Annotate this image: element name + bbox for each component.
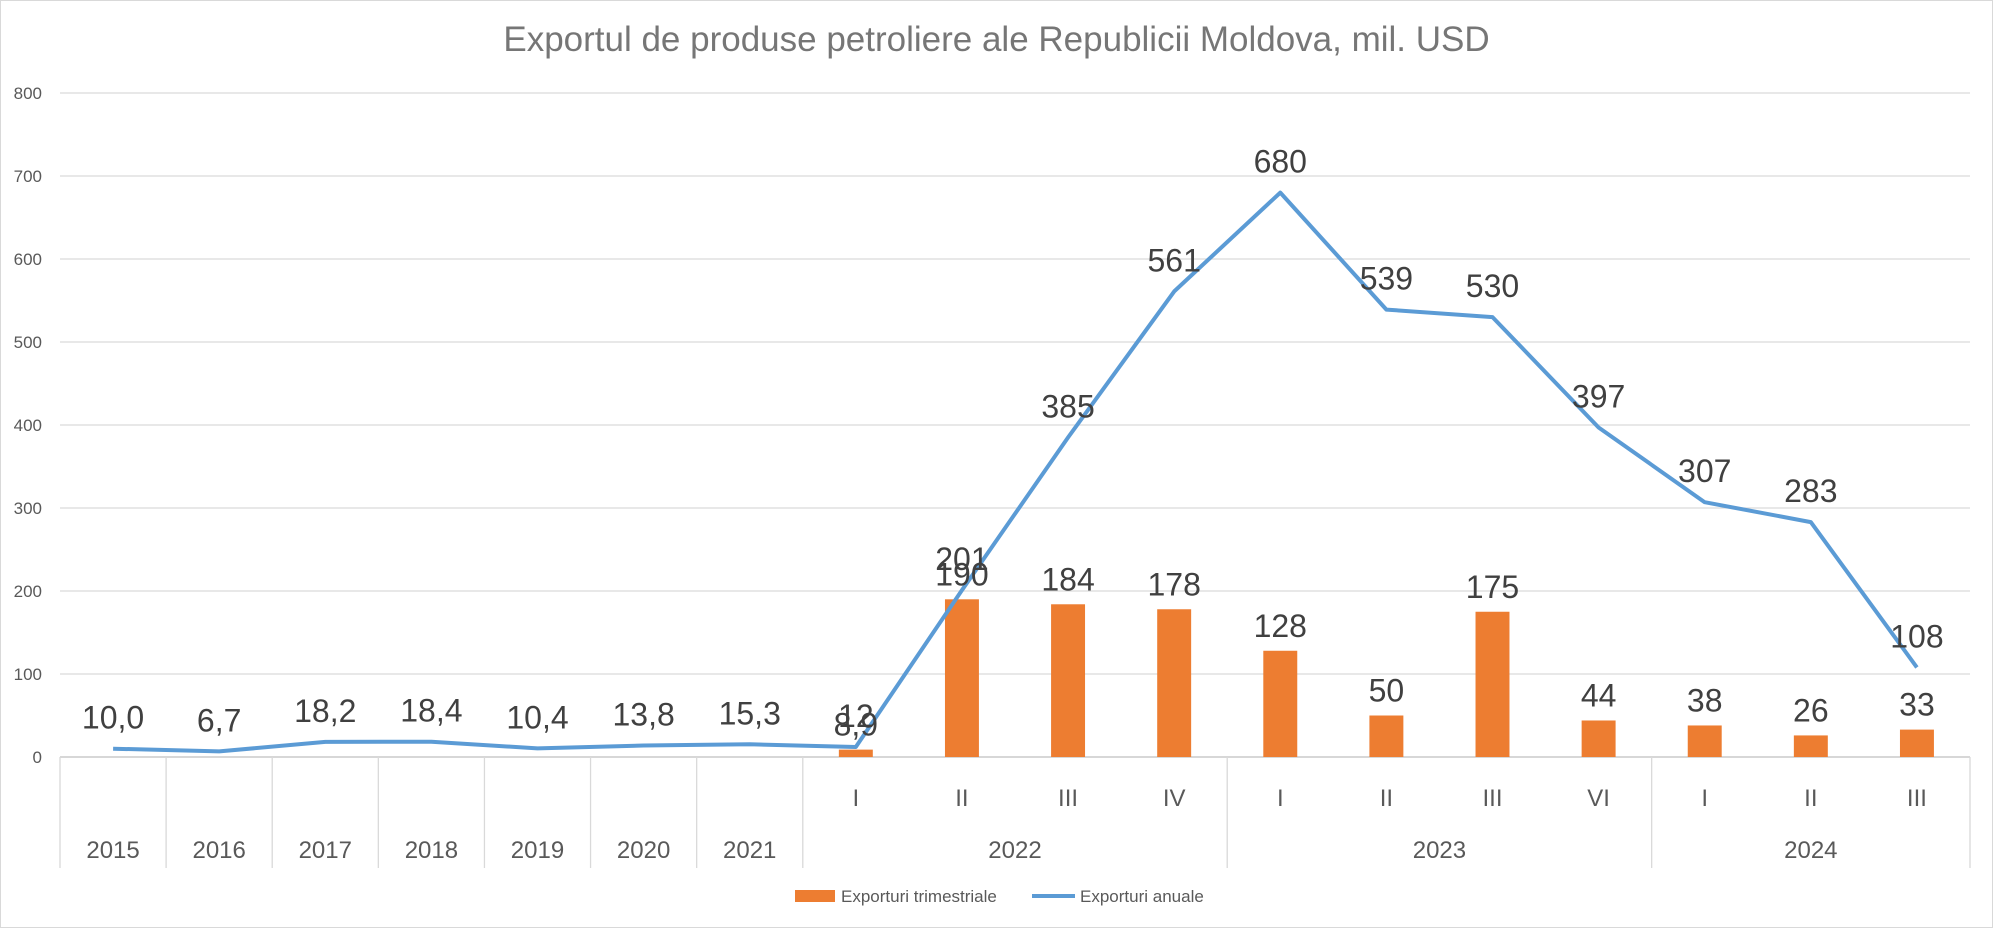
bar <box>838 749 873 757</box>
x-year-label: 2017 <box>299 837 352 864</box>
line-data-label: 108 <box>1890 618 1943 654</box>
y-tick-label: 700 <box>14 167 42 186</box>
line-data-label: 283 <box>1784 473 1837 509</box>
bar <box>1263 650 1298 757</box>
bar-data-label: 38 <box>1687 682 1723 718</box>
line-data-label: 385 <box>1041 388 1094 424</box>
y-axis-ticks: 0 100 200 300 400 500 600 700 800 <box>14 84 42 767</box>
bar-data-label: 33 <box>1899 687 1935 723</box>
x-quarter-label: VI <box>1587 785 1610 812</box>
line-data-label: 12 <box>838 698 874 734</box>
bar <box>1581 720 1616 757</box>
bar-data-label: 178 <box>1147 566 1200 602</box>
bar <box>1793 735 1828 757</box>
line-data-label: 6,7 <box>197 702 241 738</box>
bar-series <box>838 599 1934 757</box>
bar-data-label: 175 <box>1466 569 1519 605</box>
x-quarter-label: I <box>1277 785 1284 812</box>
bar <box>1687 725 1722 757</box>
y-tick-label: 800 <box>14 84 42 103</box>
x-quarter-label: I <box>852 785 859 812</box>
line-data-label: 201 <box>935 541 988 577</box>
y-tick-label: 600 <box>14 250 42 269</box>
y-tick-label: 400 <box>14 416 42 435</box>
legend-bar-swatch <box>795 890 835 902</box>
bar <box>1899 729 1934 757</box>
legend-label: Exporturi anuale <box>1080 887 1204 906</box>
line-data-label: 18,4 <box>400 693 462 729</box>
chart-title: Exportul de produse petroliere ale Repub… <box>503 20 1490 59</box>
line-data-label: 13,8 <box>612 697 674 733</box>
line-data-label: 10,4 <box>506 699 568 735</box>
bar-data-label: 184 <box>1041 561 1094 597</box>
bar-data-label: 8,9 <box>834 707 878 743</box>
line-data-label: 530 <box>1466 268 1519 304</box>
bar <box>944 599 979 757</box>
x-quarter-label: II <box>1380 785 1393 812</box>
bar-data-label: 26 <box>1793 692 1829 728</box>
line-data-label: 539 <box>1360 261 1413 297</box>
x-year-label: 2023 <box>1413 837 1466 864</box>
x-quarter-label: III <box>1907 785 1927 812</box>
bar-data-label: 50 <box>1369 673 1405 709</box>
data-labels: 10,0 6,7 18,2 18,4 10,4 13,8 15,3 12 201 385 561 68… <box>82 144 1944 743</box>
x-quarter-label: III <box>1482 785 1502 812</box>
legend-label: Exporturi trimestriale <box>841 887 997 906</box>
series-line <box>113 190 1919 754</box>
line-series <box>113 190 1919 754</box>
legend: Exporturi trimestriale Exporturi anuale <box>795 887 1204 906</box>
line-data-label: 307 <box>1678 453 1731 489</box>
y-tick-label: 100 <box>14 665 42 684</box>
x-quarter-label: I <box>1701 785 1708 812</box>
x-year-label: 2020 <box>617 837 670 864</box>
x-year-label: 2022 <box>988 837 1041 864</box>
bar <box>1157 609 1192 757</box>
x-quarter-label: II <box>955 785 968 812</box>
x-quarter-label: III <box>1058 785 1078 812</box>
x-year-label: 2019 <box>511 837 564 864</box>
line-data-label: 561 <box>1147 242 1200 278</box>
y-tick-label: 200 <box>14 582 42 601</box>
gridlines <box>60 92 1970 758</box>
line-data-label: 680 <box>1254 144 1307 180</box>
x-year-label: 2021 <box>723 837 776 864</box>
x-year-label: 2018 <box>405 837 458 864</box>
x-year-label: 2016 <box>192 837 245 864</box>
bar <box>1369 715 1404 757</box>
bar <box>1475 611 1510 757</box>
line-data-label: 10,0 <box>82 700 144 736</box>
y-tick-label: 500 <box>14 333 42 352</box>
x-year-label: 2024 <box>1784 837 1837 864</box>
x-quarter-label: IV <box>1163 785 1186 812</box>
line-data-label: 15,3 <box>719 695 781 731</box>
x-year-label: 2015 <box>86 837 139 864</box>
bar-data-label: 190 <box>935 556 988 592</box>
bar-data-label: 44 <box>1581 677 1617 713</box>
bar <box>1051 604 1086 757</box>
bar-data-label: 128 <box>1254 608 1307 644</box>
y-tick-label: 300 <box>14 499 42 518</box>
x-quarter-label: II <box>1804 785 1817 812</box>
line-data-label: 397 <box>1572 378 1625 414</box>
line-data-label: 18,2 <box>294 693 356 729</box>
y-tick-label: 0 <box>33 748 42 767</box>
